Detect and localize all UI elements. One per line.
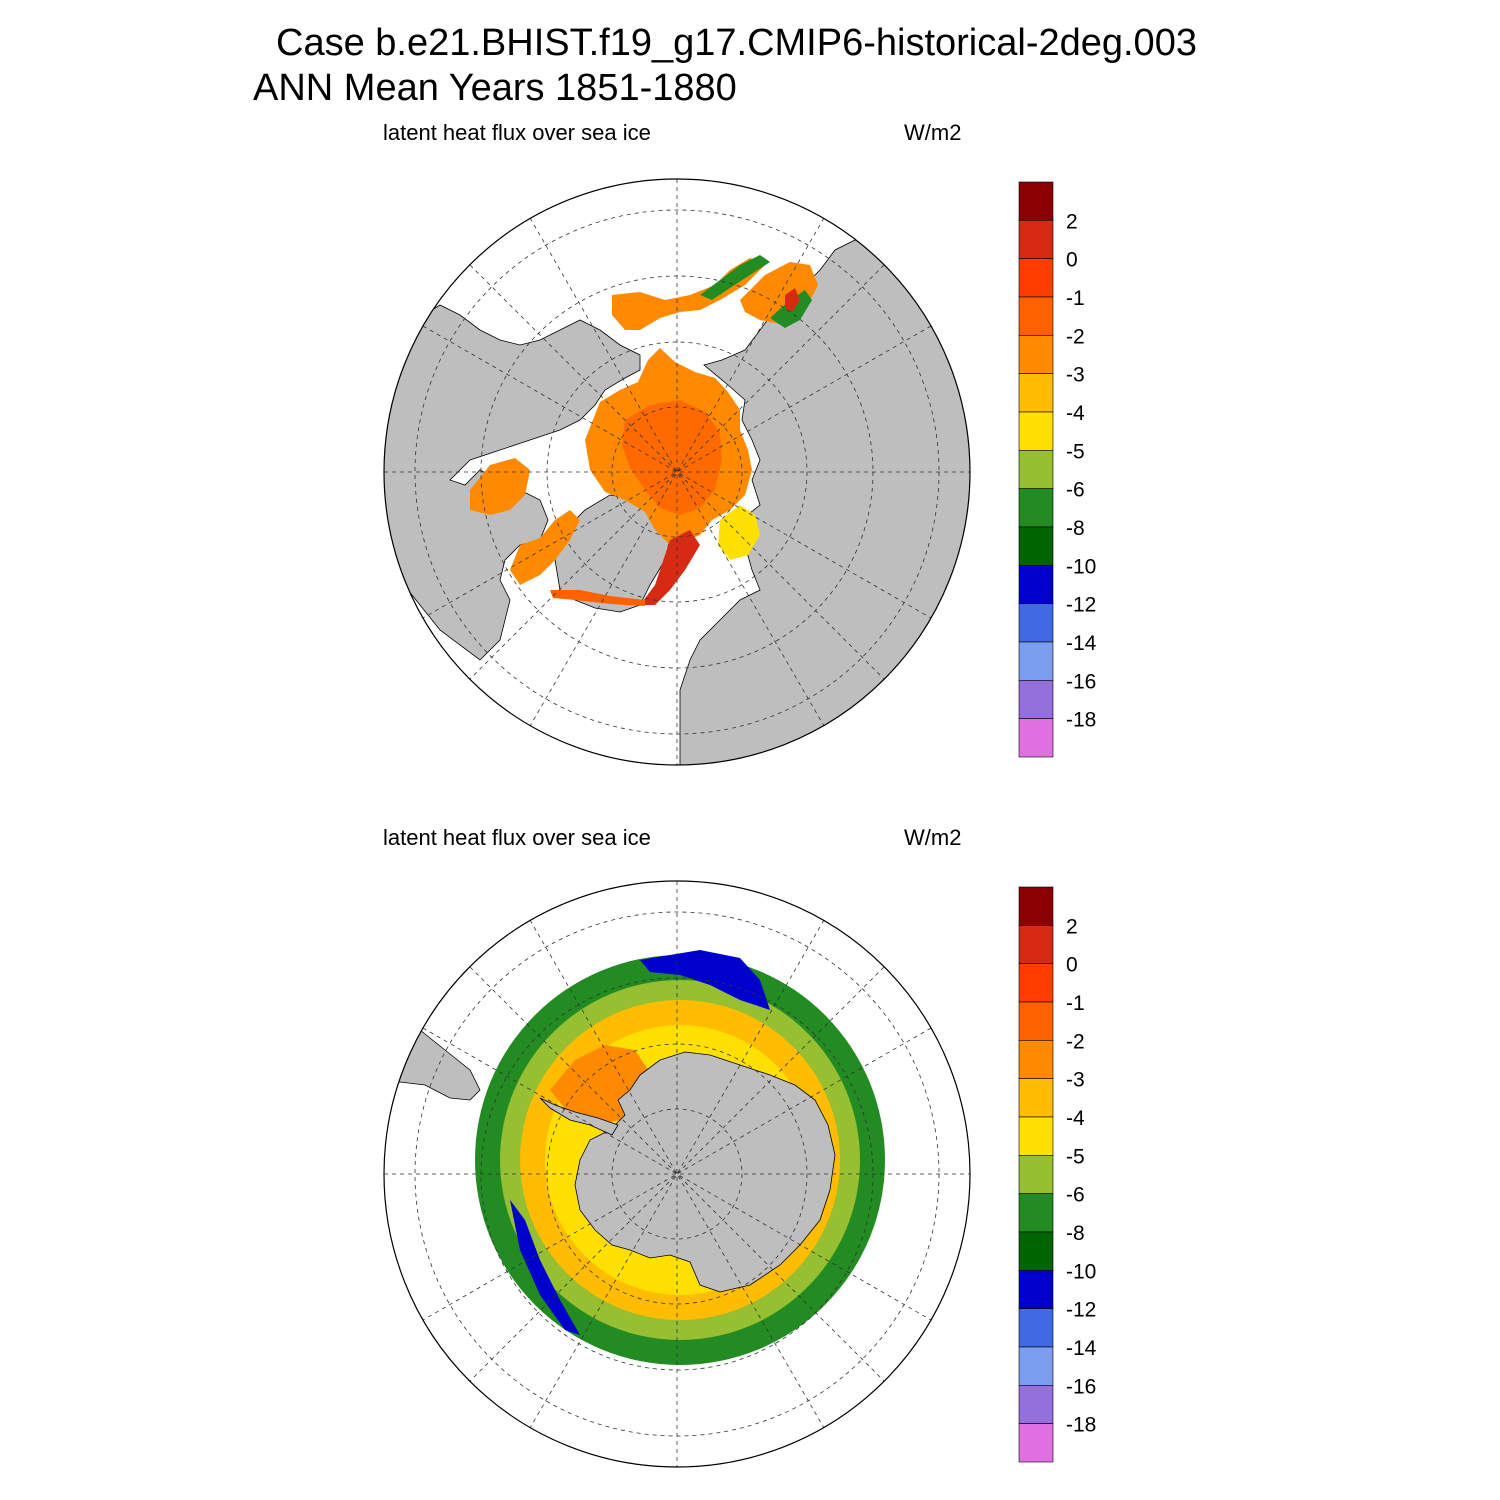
okhotsk-hotspot <box>785 288 800 312</box>
labrador-ice <box>550 590 645 606</box>
arctic-polar-map <box>383 178 971 766</box>
north-graticule <box>384 179 970 765</box>
antarctic-peninsula-land <box>539 1097 619 1136</box>
east-greenland-ice <box>640 530 700 605</box>
south-colorbar-label-9: -10 <box>1066 1260 1096 1283</box>
north-colorbar-label-3: -2 <box>1066 325 1085 348</box>
south-colorbar-box-2 <box>1018 963 1054 1003</box>
north-colorbar-label-13: -18 <box>1066 709 1096 732</box>
south-colorbar-box-8 <box>1018 1193 1054 1233</box>
pacific-blue-patch <box>510 1200 580 1335</box>
north-colorbar-box-10 <box>1018 565 1054 604</box>
weddell-blue-patch <box>640 950 770 1010</box>
panel2-left-label: latent heat flux over sea ice <box>383 825 651 850</box>
north-colorbar-box-0 <box>1018 181 1054 221</box>
south-colorbar-box-1 <box>1018 925 1054 964</box>
north-colorbar-label-5: -4 <box>1066 402 1085 425</box>
south-colorbar-box-10 <box>1018 1270 1054 1309</box>
south-colorbar-label-6: -5 <box>1066 1145 1085 1168</box>
antarctic-polar-map <box>383 880 971 1468</box>
north-colorbar-label-0: 2 <box>1066 210 1078 233</box>
south-graticule <box>384 881 970 1467</box>
north-colorbar-box-3 <box>1018 296 1054 336</box>
south-colorbar-box-9 <box>1018 1231 1054 1271</box>
north-colorbar-label-10: -12 <box>1066 594 1096 617</box>
baffin-bay-ice <box>510 510 580 585</box>
north-colorbar-label-1: 0 <box>1066 249 1078 272</box>
south-colorbar-label-7: -6 <box>1066 1184 1085 1207</box>
south-colorbar-box-0 <box>1018 886 1054 926</box>
south-colorbar-label-2: -1 <box>1066 992 1085 1015</box>
north-colorbar-label-11: -14 <box>1066 632 1097 655</box>
north-colorbar-label-8: -8 <box>1066 517 1085 540</box>
south-colorbar-box-14 <box>1018 1423 1054 1463</box>
north-colorbar-box-8 <box>1018 488 1054 528</box>
south-colorbar-box-12 <box>1018 1346 1054 1386</box>
north-colorbar-box-14 <box>1018 718 1054 758</box>
south-colorbar-label-10: -12 <box>1066 1299 1096 1322</box>
north-colorbar-label-4: -3 <box>1066 364 1085 387</box>
south-colorbar-label-5: -4 <box>1066 1107 1085 1130</box>
panel1-units-label: W/m2 <box>904 120 962 145</box>
north-colorbar-box-11 <box>1018 603 1054 643</box>
south-map-border <box>383 880 971 1468</box>
north-colorbar-box-12 <box>1018 641 1054 681</box>
south-colorbar-label-4: -3 <box>1066 1069 1085 1092</box>
colorbar-south: 2 0 -1 -2 -3 -4 -5 -6 -8 -10 -12 -14 -16 -18 <box>1018 886 1097 1463</box>
north-map-border <box>383 178 971 766</box>
colorbar-north: 2 0 -1 -2 -3 -4 -5 -6 -8 -10 -12 -14 -16 -18 <box>1018 181 1097 758</box>
north-america-land <box>384 304 641 661</box>
south-colorbar-box-7 <box>1018 1155 1054 1194</box>
north-colorbar-label-6: -5 <box>1066 440 1085 463</box>
bering-edge-green <box>700 255 770 300</box>
south-colorbar-box-4 <box>1018 1040 1054 1079</box>
north-colorbar-label-2: -1 <box>1066 287 1085 310</box>
south-colorbar-box-6 <box>1018 1116 1054 1156</box>
north-colorbar-box-5 <box>1018 373 1054 413</box>
north-colorbar-box-2 <box>1018 258 1054 298</box>
south-colorbar-label-3: -2 <box>1066 1030 1085 1053</box>
figure-title-line1: Case b.e21.BHIST.f19_g17.CMIP6-historica… <box>276 22 1197 64</box>
north-colorbar-box-9 <box>1018 526 1054 566</box>
south-colorbar-label-0: 2 <box>1066 915 1078 938</box>
arctic-central-ice <box>622 400 722 515</box>
north-colorbar-label-12: -16 <box>1066 670 1096 693</box>
south-colorbar-box-3 <box>1018 1001 1054 1041</box>
south-colorbar-label-12: -16 <box>1066 1375 1096 1398</box>
figure-title-line2: ANN Mean Years 1851-1880 <box>253 67 737 109</box>
barents-sea-ice <box>718 505 760 560</box>
north-colorbar-box-6 <box>1018 411 1054 451</box>
south-colorbar-label-11: -14 <box>1066 1337 1097 1360</box>
north-colorbar-label-7: -6 <box>1066 479 1085 502</box>
south-colorbar-box-5 <box>1018 1078 1054 1118</box>
south-colorbar-label-1: 0 <box>1066 954 1078 977</box>
north-colorbar-label-9: -10 <box>1066 555 1096 578</box>
north-colorbar-box-4 <box>1018 335 1054 374</box>
north-colorbar-box-13 <box>1018 680 1054 719</box>
south-colorbar-label-13: -18 <box>1066 1414 1096 1437</box>
panel1-left-label: latent heat flux over sea ice <box>383 120 651 145</box>
south-colorbar-label-8: -8 <box>1066 1222 1085 1245</box>
panel2-units-label: W/m2 <box>904 825 962 850</box>
north-colorbar-box-7 <box>1018 450 1054 489</box>
north-colorbar-box-1 <box>1018 220 1054 259</box>
south-colorbar-box-11 <box>1018 1308 1054 1348</box>
south-colorbar-box-13 <box>1018 1385 1054 1424</box>
